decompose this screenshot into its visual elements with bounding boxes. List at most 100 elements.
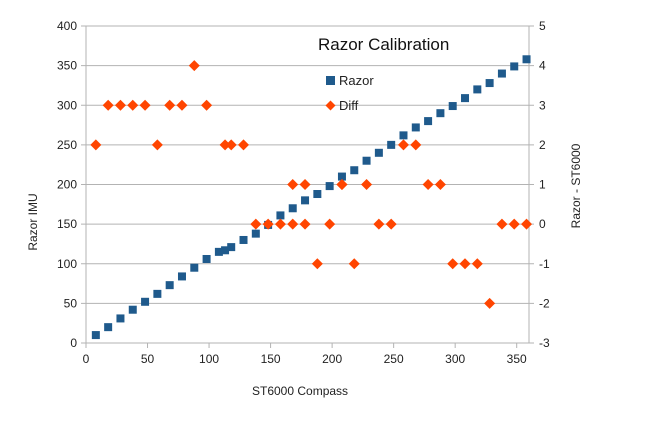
razor-point	[436, 109, 445, 118]
y2-tick-label: 3	[539, 98, 546, 112]
diff-point	[102, 99, 114, 111]
diff-point	[90, 139, 102, 151]
diff-point	[397, 139, 409, 151]
diff-point	[114, 99, 126, 111]
razor-point	[153, 289, 162, 298]
razor-point	[128, 305, 137, 314]
razor-point	[350, 166, 359, 175]
chart-title: Razor Calibration	[318, 35, 449, 54]
y-tick-label: 100	[57, 257, 77, 271]
razor-point	[202, 254, 211, 263]
y-tick-label: 350	[57, 59, 77, 73]
x-tick-label: 200	[322, 352, 342, 366]
x-tick-label: 300	[445, 352, 465, 366]
y-tick-label: 150	[57, 217, 77, 231]
y-axis-title: Razor IMU	[26, 193, 40, 250]
razor-point	[91, 331, 100, 340]
razor-point	[510, 62, 519, 71]
legend-diff-marker	[325, 100, 336, 111]
diff-point	[521, 218, 533, 230]
y2-tick-label: 2	[539, 138, 546, 152]
y-tick-label: 400	[57, 19, 77, 33]
x-tick-label: 150	[261, 352, 281, 366]
y-tick-label: 250	[57, 138, 77, 152]
diff-point	[336, 179, 348, 190]
diff-point	[299, 179, 311, 190]
diff-point	[287, 179, 299, 190]
y2-tick-label: -2	[539, 296, 550, 310]
x-tick-label: 50	[141, 352, 155, 366]
y2-tick-label: 0	[539, 217, 546, 231]
diff-point	[434, 179, 446, 190]
razor-point	[251, 229, 260, 238]
razor-point	[399, 131, 408, 140]
diff-point	[201, 99, 213, 111]
diff-point	[225, 139, 237, 151]
x-tick-label: 0	[83, 352, 90, 366]
razor-point	[337, 172, 346, 181]
x-tick-label: 250	[384, 352, 404, 366]
x-axis-title: ST6000 Compass	[252, 384, 348, 398]
data-marks	[90, 55, 533, 340]
x-tick-label: 350	[507, 352, 527, 366]
diff-point	[151, 139, 163, 151]
razor-point	[497, 69, 506, 78]
diff-point	[250, 218, 262, 230]
x-tick-label: 100	[199, 352, 219, 366]
razor-point	[288, 204, 297, 213]
razor-point	[227, 243, 236, 252]
y-tick-label: 300	[57, 98, 77, 112]
razor-point	[411, 123, 420, 132]
razor-point	[313, 190, 322, 199]
y-tick-label: 50	[64, 296, 78, 310]
diff-point	[238, 139, 250, 151]
diff-point	[164, 99, 176, 111]
diff-point	[274, 218, 286, 230]
razor-point	[276, 211, 285, 220]
razor-point	[190, 263, 199, 272]
diff-point	[176, 99, 188, 111]
razor-point	[448, 102, 457, 111]
diff-point	[324, 218, 336, 230]
razor-point	[116, 314, 125, 323]
y2-tick-label: -3	[539, 336, 550, 350]
tick-labels: 0 50 100 150 200 250 300 3500501001502002503003…	[57, 19, 550, 366]
diff-point	[299, 218, 311, 230]
diff-point	[484, 297, 496, 309]
diff-point	[219, 139, 231, 151]
razor-point	[301, 196, 310, 205]
diff-point	[139, 99, 151, 111]
diff-point	[496, 218, 508, 230]
diff-point	[471, 258, 483, 270]
legend-razor-label: Razor	[339, 73, 374, 88]
razor-point	[141, 297, 150, 306]
diff-point	[410, 139, 422, 151]
diff-point	[373, 218, 385, 230]
diff-point	[447, 258, 459, 270]
legend-diff-label: Diff	[339, 98, 359, 113]
y2-tick-label: -1	[539, 257, 550, 271]
diff-point	[127, 99, 139, 111]
razor-point	[461, 94, 470, 103]
diff-point	[361, 179, 373, 190]
diff-point	[262, 218, 274, 230]
y-tick-label: 0	[70, 336, 77, 350]
y2-tick-label: 4	[539, 59, 546, 73]
razor-point	[221, 246, 230, 255]
razor-point	[165, 281, 174, 290]
razor-point	[522, 55, 531, 64]
razor-point	[387, 140, 396, 149]
y2-axis-title: Razor - ST6000	[569, 143, 583, 228]
razor-point	[239, 235, 248, 244]
razor-point	[473, 85, 482, 94]
axes	[81, 25, 534, 348]
diff-point	[508, 218, 520, 230]
diff-point	[188, 60, 200, 72]
legend: Razor Diff	[325, 73, 374, 113]
razor-point	[485, 79, 494, 88]
y2-tick-label: 1	[539, 178, 546, 192]
razor-point	[374, 148, 383, 157]
razor-point	[362, 156, 371, 165]
diff-point	[348, 258, 360, 270]
